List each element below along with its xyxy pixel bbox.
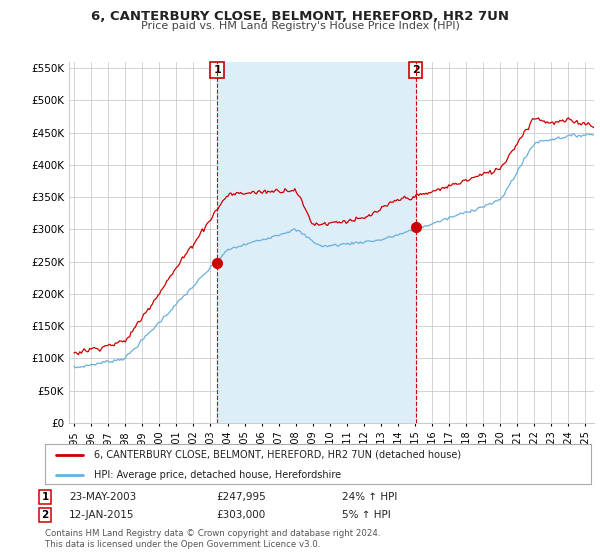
Text: Contains HM Land Registry data © Crown copyright and database right 2024.
This d: Contains HM Land Registry data © Crown c… [45, 529, 380, 549]
Text: 1: 1 [41, 492, 49, 502]
Text: 2: 2 [41, 510, 49, 520]
Text: 2: 2 [412, 65, 419, 75]
Text: 24% ↑ HPI: 24% ↑ HPI [342, 492, 397, 502]
Text: £303,000: £303,000 [216, 510, 265, 520]
Text: 23-MAY-2003: 23-MAY-2003 [69, 492, 136, 502]
Bar [217, 62, 416, 423]
Text: 1: 1 [213, 65, 221, 75]
Text: 5% ↑ HPI: 5% ↑ HPI [342, 510, 391, 520]
Text: £247,995: £247,995 [216, 492, 266, 502]
Text: 6, CANTERBURY CLOSE, BELMONT, HEREFORD, HR2 7UN: 6, CANTERBURY CLOSE, BELMONT, HEREFORD, … [91, 10, 509, 23]
Text: Price paid vs. HM Land Registry's House Price Index (HPI): Price paid vs. HM Land Registry's House … [140, 21, 460, 31]
Text: 12-JAN-2015: 12-JAN-2015 [69, 510, 134, 520]
Text: HPI: Average price, detached house, Herefordshire: HPI: Average price, detached house, Here… [94, 470, 341, 480]
Text: 6, CANTERBURY CLOSE, BELMONT, HEREFORD, HR2 7UN (detached house): 6, CANTERBURY CLOSE, BELMONT, HEREFORD, … [94, 450, 461, 460]
